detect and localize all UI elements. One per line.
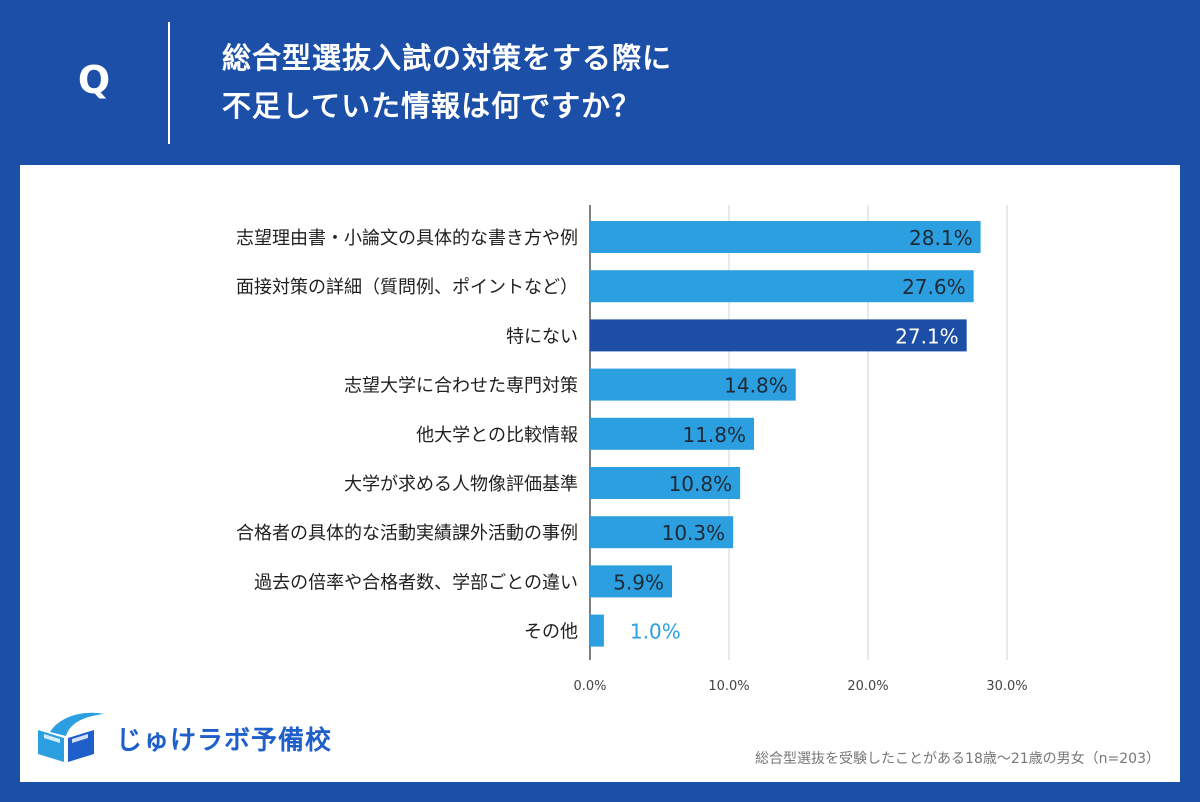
question-line-2: 不足していた情報は何ですか？	[222, 89, 642, 123]
header-divider	[168, 22, 170, 144]
value-label: 10.3%	[662, 521, 726, 545]
brand-logo: じゅけラボ予備校	[30, 706, 333, 766]
category-label: その他	[524, 622, 578, 643]
x-tick-label: 20.0%	[847, 679, 888, 694]
bar	[590, 614, 604, 647]
footnote: 総合型選抜を受験したことがある18歳〜21歳の男女（n=203）	[755, 751, 1160, 767]
category-label: 過去の倍率や合格者数、学部ごとの違い	[254, 572, 578, 593]
x-tick-label: 10.0%	[708, 679, 749, 694]
bar	[590, 221, 981, 253]
value-label: 1.0%	[630, 620, 681, 644]
book-logo-icon	[38, 712, 104, 762]
brand-name: じゅけラボ予備校	[116, 726, 333, 756]
value-label: 11.8%	[682, 423, 746, 447]
x-tick-label: 0.0%	[573, 679, 606, 694]
q-label: Q	[77, 58, 111, 102]
value-label: 27.1%	[895, 324, 959, 348]
bar	[590, 467, 741, 499]
bar	[590, 368, 796, 401]
question-line-1: 総合型選抜入試の対策をする際に	[222, 41, 673, 75]
bar	[590, 417, 755, 450]
bar	[590, 270, 974, 303]
category-label: 合格者の具体的な活動実績課外活動の事例	[236, 523, 578, 544]
x-tick-label: 30.0%	[986, 679, 1027, 694]
value-label: 14.8%	[724, 374, 788, 398]
category-label: 特にない	[506, 326, 578, 347]
value-label: 10.8%	[669, 472, 733, 496]
category-label: 志望大学に合わせた専門対策	[344, 376, 578, 397]
question-text: 総合型選抜入試の対策をする際に 不足していた情報は何ですか？	[222, 34, 1122, 130]
bar	[590, 565, 673, 598]
value-label: 28.1%	[909, 226, 973, 250]
category-label: 他大学との比較情報	[416, 425, 578, 446]
value-label: 27.6%	[902, 275, 966, 299]
bar	[590, 319, 967, 352]
category-label: 志望理由書・小論文の具体的な書き方や例	[236, 228, 578, 249]
value-label: 5.9%	[613, 570, 664, 594]
category-label: 大学が求める人物像評価基準	[344, 474, 578, 495]
bar	[590, 516, 734, 549]
category-label: 面接対策の詳細（質問例、ポイントなど）	[236, 277, 578, 298]
question-header: Q 総合型選抜入試の対策をする際に 不足していた情報は何ですか？	[0, 0, 1200, 165]
